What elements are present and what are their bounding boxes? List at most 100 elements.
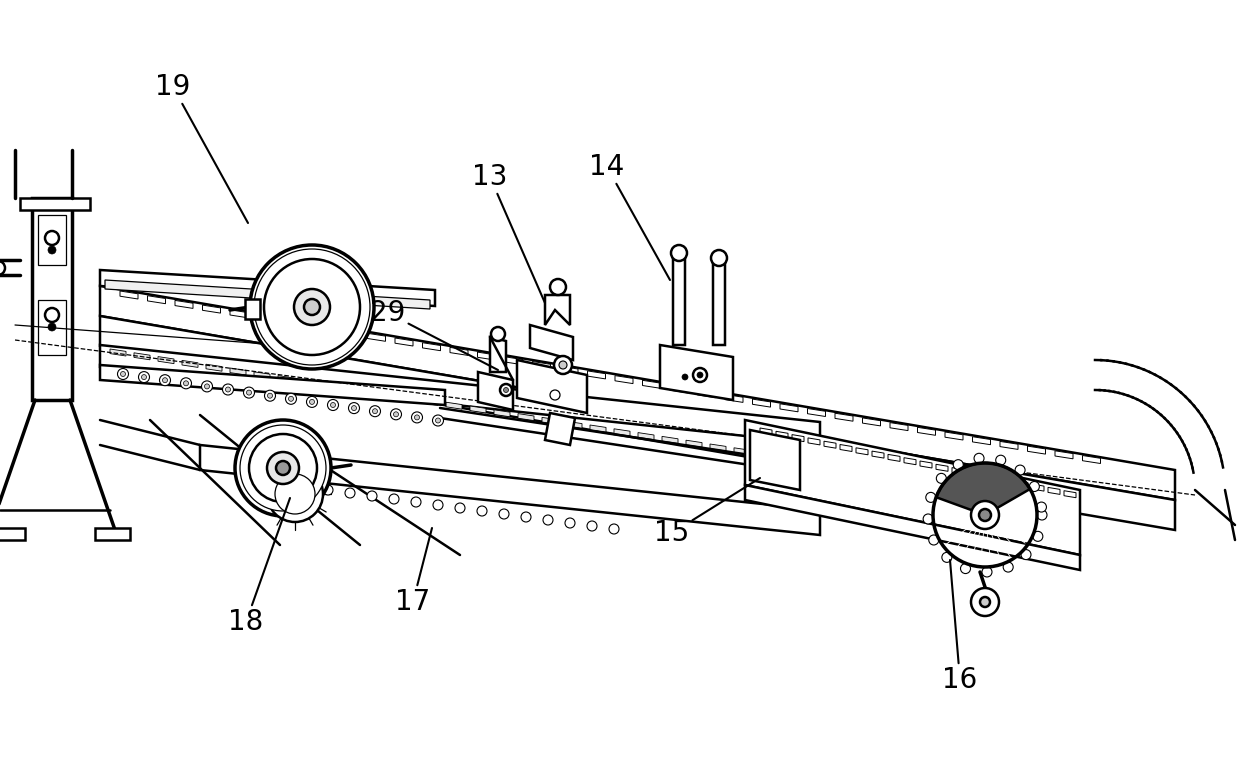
Circle shape: [411, 412, 422, 423]
Polygon shape: [760, 428, 772, 435]
Polygon shape: [782, 455, 798, 462]
Circle shape: [250, 245, 374, 369]
Circle shape: [289, 396, 294, 401]
Circle shape: [394, 412, 399, 417]
Polygon shape: [230, 368, 247, 375]
Circle shape: [979, 509, 991, 521]
Polygon shape: [489, 337, 506, 372]
Polygon shape: [398, 395, 414, 402]
Polygon shape: [0, 528, 25, 540]
Circle shape: [1030, 482, 1040, 492]
Polygon shape: [199, 445, 820, 535]
Circle shape: [942, 552, 952, 562]
Polygon shape: [100, 345, 820, 444]
Circle shape: [45, 231, 59, 245]
Polygon shape: [781, 404, 798, 412]
Circle shape: [503, 388, 508, 393]
Circle shape: [45, 308, 59, 322]
Polygon shape: [968, 471, 980, 478]
Circle shape: [139, 371, 150, 382]
Circle shape: [693, 368, 707, 382]
Circle shape: [323, 485, 333, 495]
Circle shape: [118, 368, 129, 379]
Polygon shape: [339, 328, 358, 336]
Circle shape: [367, 491, 377, 501]
Circle shape: [554, 356, 572, 374]
Polygon shape: [245, 299, 260, 319]
Circle shape: [543, 515, 553, 525]
Polygon shape: [752, 399, 771, 407]
Circle shape: [247, 390, 252, 395]
Polygon shape: [254, 371, 270, 378]
Circle shape: [120, 371, 125, 376]
Polygon shape: [733, 448, 750, 455]
Circle shape: [48, 323, 56, 331]
Polygon shape: [758, 451, 774, 458]
Polygon shape: [840, 444, 852, 451]
Circle shape: [432, 500, 444, 510]
Polygon shape: [100, 316, 1175, 530]
Circle shape: [276, 461, 290, 475]
Polygon shape: [206, 364, 222, 371]
Polygon shape: [450, 347, 468, 355]
Circle shape: [268, 393, 273, 398]
Polygon shape: [470, 406, 486, 413]
Polygon shape: [518, 414, 534, 421]
Circle shape: [1015, 465, 1025, 475]
Circle shape: [304, 299, 320, 315]
Circle shape: [285, 393, 296, 404]
Polygon shape: [615, 429, 629, 436]
Polygon shape: [862, 418, 881, 426]
Circle shape: [249, 434, 317, 502]
Circle shape: [331, 403, 336, 407]
Polygon shape: [615, 375, 633, 384]
Circle shape: [587, 521, 597, 531]
Circle shape: [971, 501, 999, 529]
Polygon shape: [984, 474, 996, 481]
Polygon shape: [202, 305, 221, 313]
Circle shape: [672, 245, 686, 261]
Circle shape: [160, 375, 171, 386]
Polygon shape: [1054, 450, 1073, 459]
Polygon shape: [134, 353, 150, 360]
Polygon shape: [918, 427, 935, 436]
Polygon shape: [835, 413, 852, 421]
Polygon shape: [100, 286, 1175, 500]
Circle shape: [204, 384, 209, 389]
Polygon shape: [1064, 490, 1075, 497]
Circle shape: [415, 415, 420, 420]
Polygon shape: [660, 345, 733, 400]
Circle shape: [390, 409, 401, 420]
Polygon shape: [808, 408, 825, 417]
Polygon shape: [422, 398, 439, 405]
Circle shape: [202, 381, 213, 392]
Polygon shape: [545, 295, 570, 325]
Circle shape: [711, 250, 727, 266]
Circle shape: [275, 474, 315, 514]
Polygon shape: [662, 436, 678, 443]
Polygon shape: [638, 432, 654, 439]
Circle shape: [369, 406, 380, 417]
Polygon shape: [422, 343, 441, 350]
Polygon shape: [670, 385, 688, 393]
Polygon shape: [890, 422, 908, 431]
Polygon shape: [745, 420, 1080, 555]
Circle shape: [310, 400, 315, 404]
Polygon shape: [750, 430, 800, 490]
Polygon shape: [856, 448, 869, 455]
Polygon shape: [807, 459, 821, 466]
Circle shape: [610, 524, 620, 534]
Circle shape: [225, 387, 230, 392]
Circle shape: [698, 372, 703, 378]
Text: 15: 15: [654, 478, 760, 547]
Polygon shape: [32, 198, 72, 400]
Circle shape: [974, 454, 984, 463]
Circle shape: [1037, 502, 1047, 512]
Polygon shape: [278, 375, 294, 382]
Polygon shape: [506, 357, 523, 364]
Circle shape: [411, 497, 421, 507]
Polygon shape: [872, 451, 883, 458]
Text: 19: 19: [155, 73, 248, 223]
Polygon shape: [945, 432, 963, 440]
Circle shape: [266, 452, 299, 484]
